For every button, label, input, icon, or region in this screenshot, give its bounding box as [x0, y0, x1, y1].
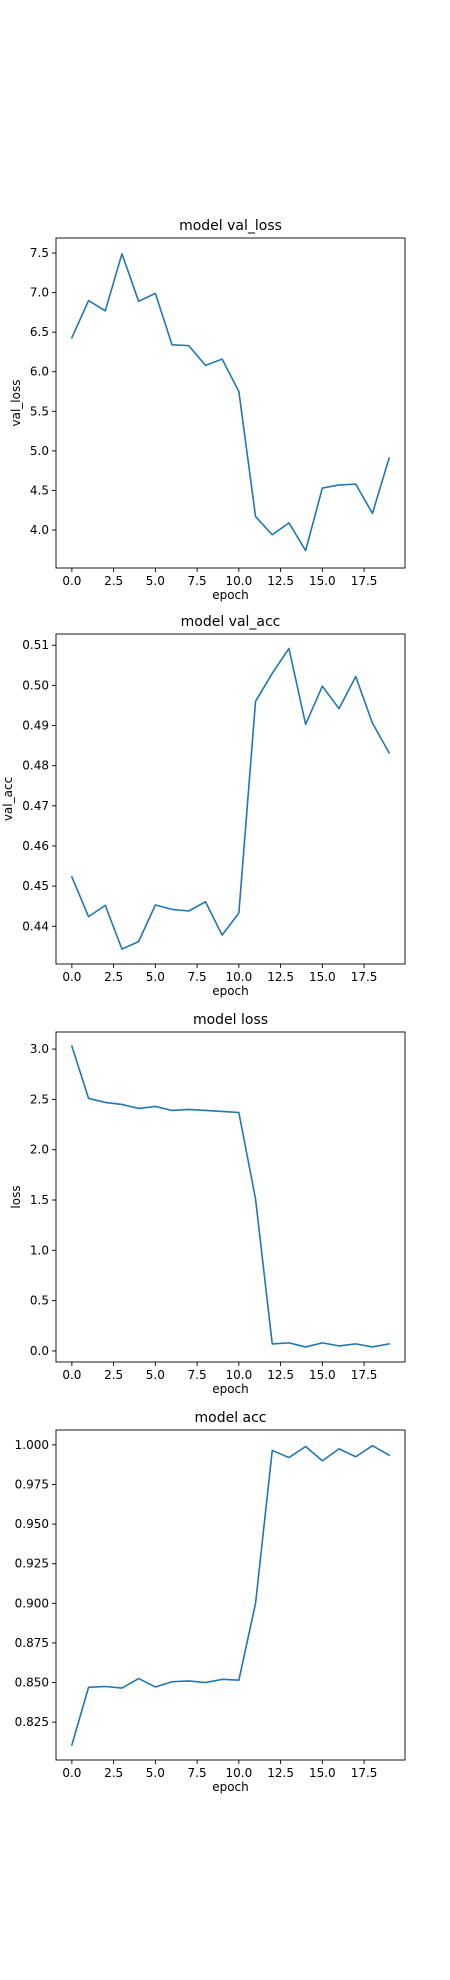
y-tick-label: 5.0	[30, 444, 49, 458]
y-tick-label: 0.46	[22, 839, 49, 853]
chart-3: model acc 0.0 2.5 5.0 7.5 10.0 12.5 15.0 17.5 0.8…	[0, 1410, 406, 1794]
x-axis-label: epoch	[212, 1382, 249, 1396]
y-tick-label: 0.825	[15, 1715, 49, 1729]
x-tick-label: 5.0	[146, 970, 165, 984]
x-tick-label: 2.5	[104, 1766, 123, 1780]
chart-1: model val_acc 0.0 2.5 5.0 7.5 10.0 12.5 15.0 17.…	[1, 614, 406, 998]
y-axis-label: val_loss	[9, 380, 23, 427]
y-tick-label: 2.0	[30, 1143, 49, 1157]
y-tick-label: 1.5	[30, 1193, 49, 1207]
x-tick-label: 15.0	[309, 970, 336, 984]
chart-0: model val_loss 0.0 2.5 5.0 7.5 10.0 12.5 15.0 17…	[9, 218, 406, 602]
x-tick-label: 5.0	[146, 1766, 165, 1780]
x-axis-label: epoch	[212, 984, 249, 998]
y-tick-label: 0.975	[15, 1477, 49, 1491]
axes-frame	[55, 1031, 406, 1363]
x-tick-label: 17.5	[351, 970, 378, 984]
x-tick-label: 7.5	[188, 1368, 207, 1382]
y-tick-label: 0.47	[22, 799, 49, 813]
axes-frame	[55, 633, 406, 965]
x-tick-label: 17.5	[351, 574, 378, 588]
x-tick-label: 17.5	[351, 1766, 378, 1780]
x-tick-label: 15.0	[309, 1368, 336, 1382]
x-tick-label: 12.5	[267, 574, 294, 588]
y-axis-label: acc	[0, 1585, 1, 1606]
x-tick-label: 2.5	[104, 574, 123, 588]
chart-title: model val_acc	[181, 614, 281, 630]
y-axis-label: val_acc	[1, 777, 15, 821]
series-line	[70, 647, 391, 950]
chart-title: model loss	[193, 1012, 268, 1028]
axes-frame	[55, 1429, 406, 1761]
series-line	[70, 253, 391, 552]
chart-2: model loss 0.0 2.5 5.0 7.5 10.0 12.5 15.0 17.5 0.…	[9, 1012, 406, 1396]
x-tick-label: 15.0	[309, 1766, 336, 1780]
x-tick-label: 7.5	[188, 970, 207, 984]
chart-title: model val_loss	[179, 218, 282, 234]
y-tick-label: 0.49	[22, 719, 49, 733]
y-tick-label: 1.0	[30, 1243, 49, 1257]
y-axis-label: loss	[9, 1185, 23, 1208]
x-tick-label: 12.5	[267, 970, 294, 984]
y-tick-label: 0.50	[22, 678, 49, 692]
y-tick-label: 4.0	[30, 523, 49, 537]
y-tick-label: 6.0	[30, 365, 49, 379]
x-tick-label: 2.5	[104, 970, 123, 984]
series-line	[70, 1444, 391, 1746]
y-tick-label: 0.48	[22, 759, 49, 773]
x-tick-label: 5.0	[146, 574, 165, 588]
y-tick-label: 0.850	[15, 1676, 49, 1690]
y-tick-label: 6.5	[30, 325, 49, 339]
series-line	[70, 1045, 391, 1348]
y-tick-label: 0.875	[15, 1636, 49, 1650]
x-tick-label: 17.5	[351, 1368, 378, 1382]
x-tick-label: 7.5	[188, 574, 207, 588]
x-tick-label: 0.0	[62, 1368, 81, 1382]
x-tick-label: 0.0	[62, 574, 81, 588]
x-tick-label: 10.0	[225, 1368, 252, 1382]
y-tick-label: 5.5	[30, 404, 49, 418]
chart-title: model acc	[194, 1410, 266, 1426]
y-tick-label: 0.900	[15, 1596, 49, 1610]
x-axis-label: epoch	[212, 1780, 249, 1794]
x-tick-label: 15.0	[309, 574, 336, 588]
y-tick-label: 0.5	[30, 1294, 49, 1308]
x-tick-label: 2.5	[104, 1368, 123, 1382]
x-axis-label: epoch	[212, 588, 249, 602]
y-tick-label: 0.44	[22, 919, 49, 933]
y-tick-label: 1.000	[15, 1438, 49, 1452]
x-tick-label: 5.0	[146, 1368, 165, 1382]
y-tick-label: 7.5	[30, 246, 49, 260]
y-tick-label: 2.5	[30, 1092, 49, 1106]
x-tick-label: 7.5	[188, 1766, 207, 1780]
y-tick-label: 7.0	[30, 286, 49, 300]
x-tick-label: 0.0	[62, 970, 81, 984]
x-tick-label: 12.5	[267, 1766, 294, 1780]
y-tick-label: 0.0	[30, 1344, 49, 1358]
x-tick-label: 10.0	[225, 574, 252, 588]
y-tick-label: 0.45	[22, 879, 49, 893]
x-tick-label: 10.0	[225, 1766, 252, 1780]
x-tick-label: 10.0	[225, 970, 252, 984]
x-tick-label: 0.0	[62, 1766, 81, 1780]
axes-frame	[55, 237, 406, 569]
x-tick-label: 12.5	[267, 1368, 294, 1382]
y-tick-label: 3.0	[30, 1042, 49, 1056]
y-tick-label: 0.51	[22, 638, 49, 652]
y-tick-label: 0.925	[15, 1557, 49, 1571]
y-tick-label: 0.950	[15, 1517, 49, 1531]
y-tick-label: 4.5	[30, 483, 49, 497]
